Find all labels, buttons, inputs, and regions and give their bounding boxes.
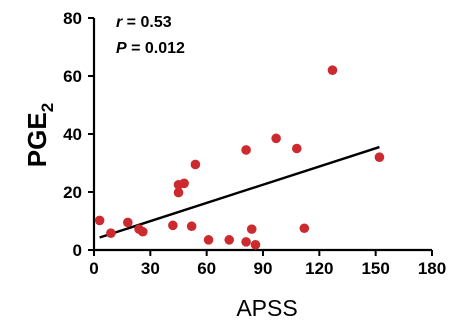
data-point	[138, 226, 148, 237]
data-point	[179, 178, 189, 189]
trendline-group	[99, 145, 380, 239]
data-point	[250, 239, 261, 250]
data-point	[106, 228, 116, 238]
data-point	[186, 221, 197, 232]
r-value: = 0.53	[122, 14, 171, 31]
p-value: = 0.012	[127, 40, 185, 57]
data-point	[123, 217, 133, 228]
data-point	[190, 159, 201, 170]
data-point	[271, 133, 281, 144]
x-tick-label: 0	[89, 259, 98, 278]
x-axis-label: APSS	[236, 295, 297, 321]
trendline	[99, 145, 380, 239]
data-point	[168, 220, 178, 231]
r-symbol: r	[116, 14, 123, 31]
y-tick-label: 0	[73, 241, 82, 260]
data-point	[224, 235, 234, 245]
x-tick-label: 180	[418, 259, 446, 278]
data-point	[94, 215, 105, 226]
x-tick-label: 90	[254, 259, 273, 278]
x-tick-label: 150	[361, 259, 389, 278]
y-axis-label-main: PGE	[22, 112, 52, 167]
x-tick-label: 120	[305, 259, 333, 278]
y-tick-label: 80	[63, 9, 82, 28]
data-point	[374, 152, 385, 162]
data-point	[292, 143, 302, 154]
data-point	[173, 187, 184, 198]
y-axis-label-subscript: 2	[38, 103, 57, 112]
p-symbol: P	[116, 40, 127, 57]
y-tick-label: 40	[63, 125, 82, 144]
p-stat: P = 0.012	[116, 40, 185, 57]
data-point	[327, 65, 338, 75]
y-axis-label: PGE2	[22, 103, 57, 167]
y-tick-label: 60	[63, 67, 82, 86]
data-points	[94, 65, 385, 250]
data-point	[246, 224, 257, 234]
y-tick-label: 20	[63, 183, 82, 202]
r-stat: r = 0.53	[116, 14, 172, 31]
data-point	[203, 235, 214, 245]
data-point	[241, 145, 251, 155]
x-tick-label: 30	[141, 259, 160, 278]
data-point	[241, 237, 251, 247]
data-point	[299, 223, 310, 234]
ticks: 0 30 60 90 120 150 180 0 20 40 60 80	[63, 9, 446, 278]
x-tick-label: 60	[197, 259, 216, 278]
